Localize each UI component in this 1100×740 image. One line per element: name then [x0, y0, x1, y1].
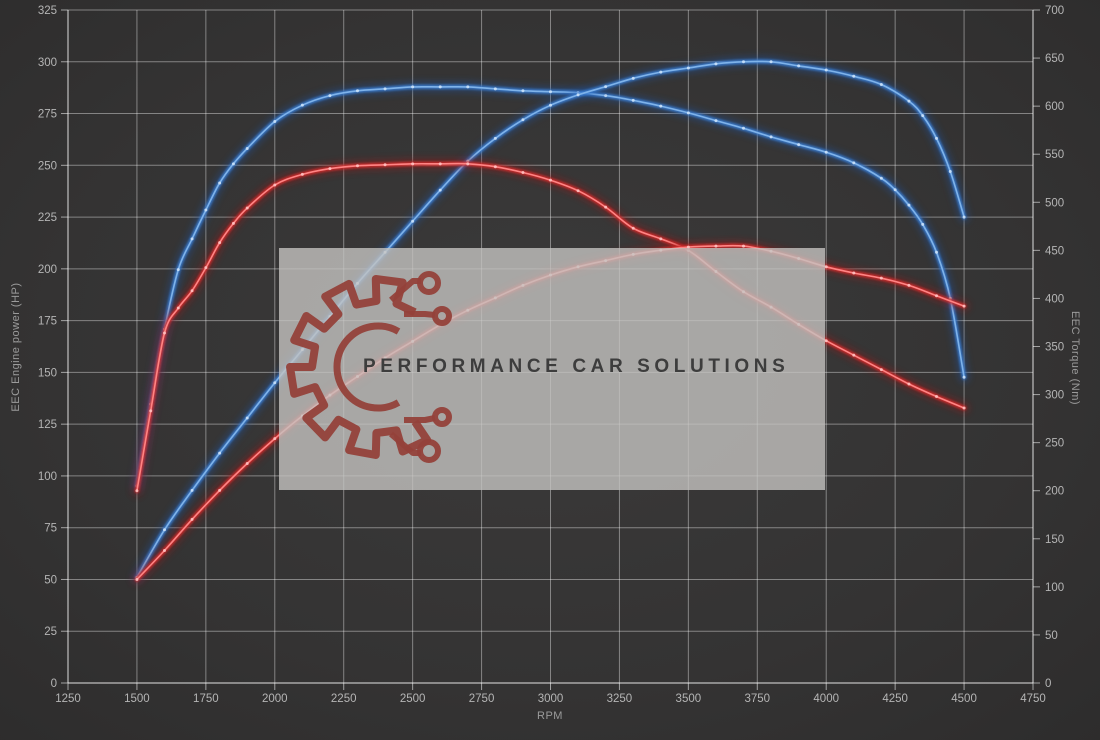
x-tick-label: 1500: [124, 693, 150, 705]
y-right-tick-label: 450: [1045, 245, 1064, 257]
brand-name: PERFORMANCE CAR SOLUTIONS: [363, 356, 790, 377]
y-left-tick-label: 150: [38, 367, 57, 379]
x-axis-title: RPM: [537, 710, 563, 722]
y-right-tick-label: 650: [1045, 53, 1064, 65]
x-tick-label: 2750: [469, 693, 495, 705]
axes: [61, 9, 1040, 690]
gear-circuit-logo-icon: [286, 271, 452, 463]
y-right-tick-label: 700: [1045, 5, 1064, 17]
x-tick-label: 3750: [744, 693, 770, 705]
y-axis-left-title: EEC Engine power (HP): [10, 282, 22, 412]
tick-labels: 0255075100125150175200225250275300325050…: [38, 5, 1064, 705]
y-right-tick-label: 300: [1045, 390, 1064, 402]
x-tick-label: 2500: [400, 693, 426, 705]
y-left-tick-label: 225: [38, 212, 57, 224]
y-right-tick-label: 50: [1045, 630, 1058, 642]
x-tick-label: 4750: [1020, 693, 1046, 705]
y-left-tick-label: 100: [38, 471, 57, 483]
x-tick-label: 3500: [676, 693, 702, 705]
x-tick-label: 2250: [331, 693, 357, 705]
y-right-tick-label: 400: [1045, 293, 1064, 305]
x-tick-label: 3000: [538, 693, 564, 705]
watermark-box: PERFORMANCE CAR SOLUTIONS: [279, 248, 825, 490]
y-left-tick-label: 325: [38, 5, 57, 17]
y-right-tick-label: 250: [1045, 438, 1064, 450]
x-tick-label: 1750: [193, 693, 219, 705]
y-right-tick-label: 350: [1045, 342, 1064, 354]
y-left-tick-label: 275: [38, 109, 57, 121]
x-tick-label: 4500: [951, 693, 977, 705]
y-left-tick-label: 175: [38, 316, 57, 328]
y-left-tick-label: 300: [38, 57, 57, 69]
x-tick-label: 2000: [262, 693, 288, 705]
x-tick-label: 4000: [813, 693, 839, 705]
y-left-tick-label: 250: [38, 160, 57, 172]
y-left-tick-label: 25: [44, 626, 57, 638]
x-tick-label: 1250: [55, 693, 81, 705]
y-right-tick-label: 0: [1045, 678, 1051, 690]
y-left-tick-label: 200: [38, 264, 57, 276]
y-right-tick-label: 150: [1045, 534, 1064, 546]
y-axis-right-title: EEC Torque (Nm): [1069, 310, 1081, 406]
x-tick-label: 3250: [607, 693, 633, 705]
blue-torque-curve: [131, 81, 970, 492]
y-left-tick-label: 125: [38, 419, 57, 431]
y-left-tick-label: 50: [44, 574, 57, 586]
x-tick-label: 4250: [882, 693, 908, 705]
y-left-tick-label: 0: [51, 678, 57, 690]
y-right-tick-label: 100: [1045, 582, 1064, 594]
y-right-tick-label: 500: [1045, 197, 1064, 209]
y-right-tick-label: 550: [1045, 149, 1064, 161]
y-right-tick-label: 200: [1045, 486, 1064, 498]
y-left-tick-label: 75: [44, 523, 57, 535]
y-right-tick-label: 600: [1045, 101, 1064, 113]
